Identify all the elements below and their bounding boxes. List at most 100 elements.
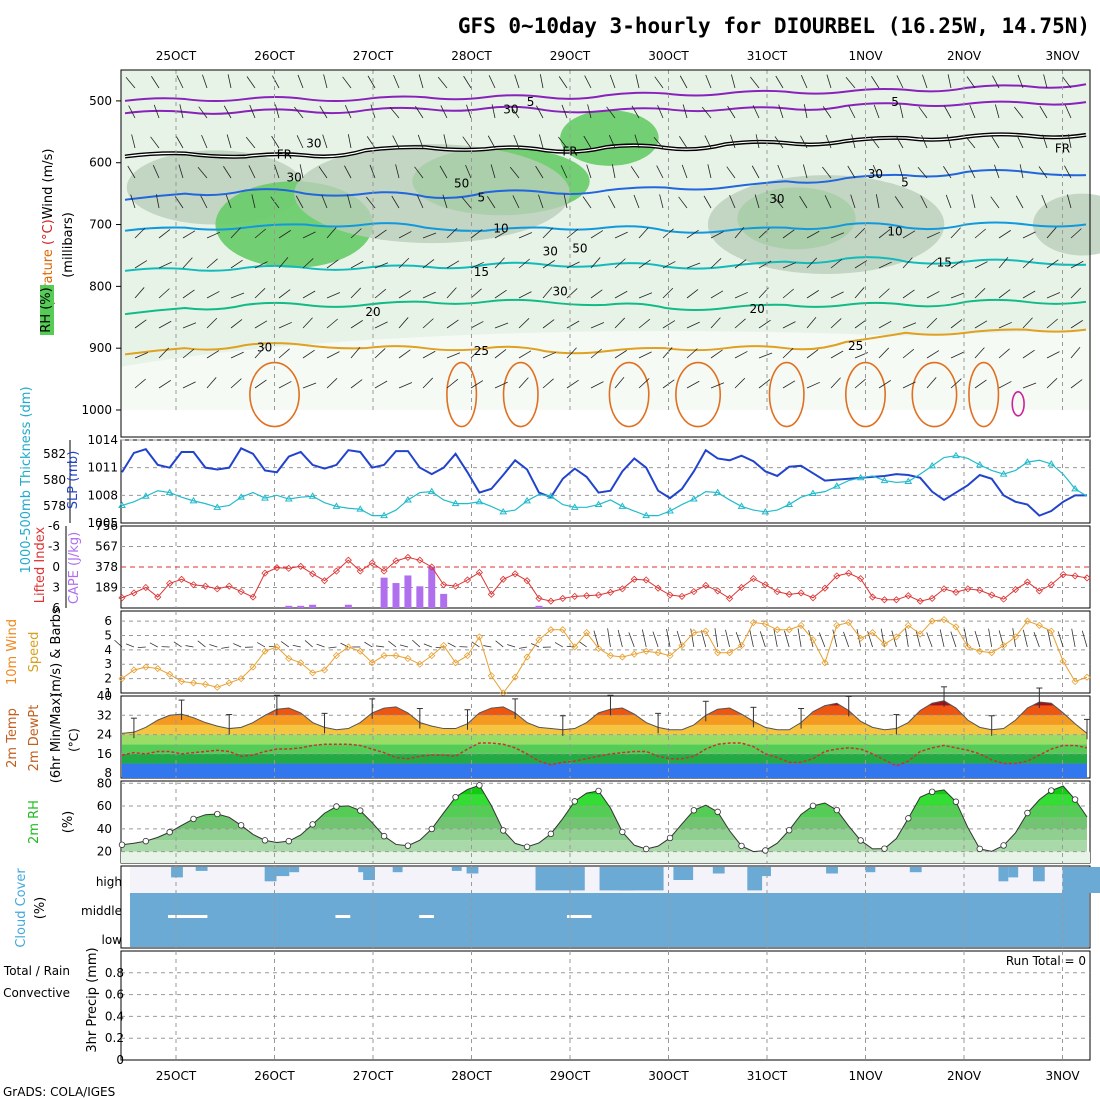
li-marker <box>261 569 269 577</box>
high-cloud-bar <box>1008 867 1019 878</box>
surface-wind-barb <box>519 646 528 649</box>
surface-wind-barb <box>1071 628 1076 648</box>
temp-color-bands <box>122 700 1087 778</box>
wind-barb <box>966 76 976 89</box>
warm-isotherm-loop <box>911 361 958 428</box>
wind-barb <box>274 164 280 179</box>
wind-barb <box>1015 195 1024 209</box>
surface-wind-barb <box>725 629 730 648</box>
wind-barb <box>1070 320 1083 329</box>
li-marker <box>666 591 674 599</box>
temp-unit-label: (°C) <box>67 728 81 752</box>
wind-barb <box>1022 349 1035 359</box>
wind-barb <box>158 288 170 299</box>
thickness-marker <box>189 496 198 504</box>
top-date-label: 26OCT <box>254 49 295 63</box>
cape-tick-label: 756 <box>95 519 118 533</box>
wind-barb <box>422 350 436 359</box>
wind-barb <box>1022 382 1037 389</box>
rh-marker <box>309 821 316 828</box>
temp-band <box>122 763 1087 778</box>
surface-wind-barb <box>641 629 647 648</box>
surface-wind-barb <box>1033 631 1040 648</box>
wind-barb <box>848 105 856 119</box>
wind-barb <box>710 382 725 389</box>
cape-bar <box>392 583 400 608</box>
wind-barb <box>850 194 856 209</box>
wind-barb <box>799 195 808 209</box>
wind-barb <box>422 318 434 329</box>
li-marker <box>904 592 912 600</box>
top-date-label: 27OCT <box>353 49 394 63</box>
wind-barb <box>656 165 664 179</box>
pressure-tick-label: 900 <box>89 341 112 355</box>
wind-barb <box>590 348 602 359</box>
wind-barb <box>896 75 904 89</box>
high-cloud-bar <box>451 867 462 871</box>
wind-barb <box>750 76 760 89</box>
wind-barb <box>730 134 736 149</box>
wind-barb <box>542 378 554 389</box>
rh-band <box>122 840 1087 852</box>
wind-barb <box>127 165 136 179</box>
thickness-marker <box>284 495 293 502</box>
thickness-marker <box>1023 458 1032 465</box>
wind-barb <box>734 377 746 389</box>
wind-barb <box>824 195 832 209</box>
thickness-marker <box>928 461 937 469</box>
wind-barb <box>150 136 160 149</box>
wind-barb <box>1064 105 1072 119</box>
cape-bar <box>344 604 352 608</box>
slp-axis-label: SLP (mb) <box>66 451 81 510</box>
wind-speed-marker <box>606 652 615 660</box>
wind-barb <box>535 165 544 179</box>
wind-barb <box>778 104 784 119</box>
wind-barb <box>254 320 268 329</box>
surface-wind-barb <box>566 645 575 648</box>
pressure-tick-label: 1000 <box>81 403 112 417</box>
wind-barb <box>943 105 952 119</box>
wind-barb <box>395 164 400 179</box>
rh-contour-label: 30 <box>543 244 558 258</box>
isotherm-label: 10 <box>887 225 902 239</box>
wind-barb <box>946 134 952 149</box>
wind-barb <box>878 229 891 239</box>
wind-barb <box>494 322 509 329</box>
wind-barb <box>950 351 964 359</box>
wind-barb <box>274 104 280 119</box>
li-tick-label: 0 <box>52 560 60 574</box>
wind-barb <box>461 197 472 209</box>
surface-wind-barb <box>423 643 432 648</box>
li-marker <box>749 575 757 583</box>
wind-barb <box>153 104 160 119</box>
wind-barb <box>131 134 136 149</box>
wind-barb <box>710 231 724 239</box>
wind-barb <box>974 228 986 239</box>
surface-wind-barb <box>759 631 766 648</box>
warm-isotherm-loop <box>675 361 722 428</box>
wind-barb <box>206 291 220 299</box>
slp-value-gridlines <box>121 439 1090 496</box>
li-marker <box>249 593 257 601</box>
wind-speed-marker <box>344 643 352 651</box>
bottom-date-label: 1NOV <box>848 1069 883 1083</box>
wind-barb <box>182 257 193 269</box>
rh-contour-label: 30 <box>503 102 518 116</box>
wind-barb <box>590 289 603 299</box>
wind-barb <box>950 378 962 389</box>
li-marker <box>404 553 412 561</box>
wind-barb <box>686 321 700 329</box>
isotherm-label: 5 <box>901 175 909 189</box>
rh-marker <box>214 810 221 818</box>
rh-marker <box>595 787 602 795</box>
wind-barb <box>653 137 664 149</box>
wind-barb <box>494 289 507 299</box>
rh-marker <box>809 802 817 810</box>
wind-speed-marker <box>547 626 555 634</box>
wind-barb <box>1064 165 1072 179</box>
wind-barb <box>974 261 988 269</box>
rh-marker <box>1048 787 1055 794</box>
wind-barb <box>560 165 568 179</box>
surface-wind-barb <box>1047 629 1052 648</box>
